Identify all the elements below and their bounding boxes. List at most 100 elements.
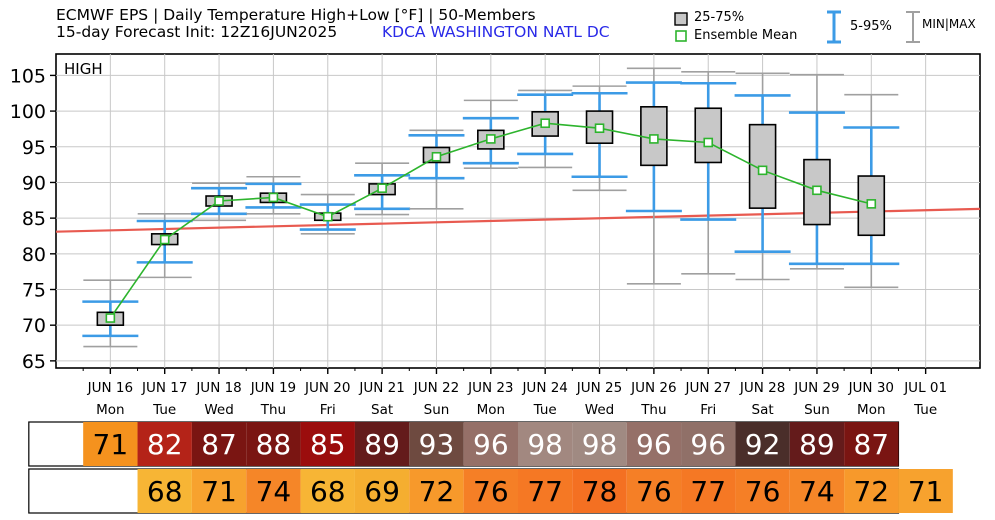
x-weekday-label: Sun <box>804 402 830 418</box>
legend-minmax-label: MIN|MAX <box>922 17 976 31</box>
legend-mean-label: Ensemble Mean <box>694 28 798 43</box>
y-tick-label: 90 <box>22 172 46 194</box>
x-weekday-label: Tue <box>913 402 937 418</box>
x-weekday-label: Fri <box>700 402 716 418</box>
high-temp-value: 82 <box>147 428 183 461</box>
mean-point <box>105 313 116 323</box>
panel-label: HIGH <box>64 60 103 78</box>
x-date-label: JUN 17 <box>141 380 187 396</box>
mean-point <box>159 234 170 245</box>
x-date-label: JUN 16 <box>87 380 133 396</box>
x-date-label: JUN 29 <box>793 380 839 396</box>
high-temp-value: 88 <box>256 428 292 461</box>
box-jun-26 <box>625 67 682 285</box>
mean-point <box>812 185 822 196</box>
y-axis: 65 70 75 80 85 90 95 100 105 <box>10 65 56 373</box>
high-temp-value: 98 <box>582 428 618 461</box>
high-temp-value: 89 <box>799 428 835 461</box>
x-date-label: JUN 18 <box>195 380 241 396</box>
low-temp-cell <box>572 469 627 513</box>
x-weekday-label: Sat <box>752 402 774 418</box>
mean-point <box>540 118 550 129</box>
high-temp-value: 87 <box>853 428 889 461</box>
low-temp-value: 74 <box>256 475 292 508</box>
y-tick-label: 65 <box>22 351 46 373</box>
y-tick-label: 105 <box>10 65 46 87</box>
forecast-init: 15-day Forecast Init: 12Z16JUN2025 <box>56 23 338 41</box>
high-temp-value: 96 <box>636 428 672 461</box>
x-date-label: JUN 27 <box>685 380 731 396</box>
x-weekday-label: Sat <box>371 402 393 418</box>
low-temp-value: 77 <box>527 475 563 508</box>
high-temperature-row: 71 82 87 88 85 89 93 96 98 98 96 96 92 89 87 <box>28 421 900 467</box>
mean-point <box>594 123 605 134</box>
low-temp-cell <box>137 469 192 513</box>
mean-point <box>322 211 333 222</box>
low-temp-cell <box>463 469 518 513</box>
low-temp-cell <box>409 469 464 513</box>
x-date-label: JUN 20 <box>304 380 350 396</box>
legend-whisker-swatch-icon <box>827 10 841 44</box>
legend-whisker-label: 5-95% <box>850 19 892 34</box>
mean-point <box>214 196 224 206</box>
iqr-box <box>694 107 723 164</box>
legend-mean-swatch-icon <box>675 30 687 42</box>
x-date-label: JUN 23 <box>467 380 513 396</box>
low-temp-cell <box>898 469 953 513</box>
high-temp-value: 96 <box>690 428 726 461</box>
x-date-label: JUL 01 <box>903 380 947 396</box>
x-date-label: JUN 24 <box>521 380 567 396</box>
low-temp-value: 76 <box>473 475 509 508</box>
high-temp-cell <box>681 422 736 466</box>
x-weekday-label: Sun <box>424 402 450 418</box>
high-temp-value: 93 <box>419 428 455 461</box>
low-temp-value: 78 <box>582 475 618 508</box>
high-temp-value: 87 <box>201 428 237 461</box>
y-tick-label: 70 <box>22 315 46 337</box>
low-temp-value: 71 <box>908 475 944 508</box>
mean-point <box>268 192 279 203</box>
low-temp-value: 71 <box>201 475 237 508</box>
x-weekday-label: Mon <box>96 402 124 418</box>
mean-point <box>431 151 442 162</box>
low-temp-cell <box>844 469 899 513</box>
high-temp-cell <box>735 422 790 466</box>
high-temp-value: 98 <box>527 428 563 461</box>
mean-point <box>757 165 768 176</box>
high-temp-cell <box>246 422 301 466</box>
legend-box-label: 25-75% <box>694 10 745 25</box>
x-weekday-label: Tue <box>152 402 176 418</box>
mean-point <box>866 199 877 209</box>
high-temp-cell <box>137 422 192 466</box>
y-tick-label: 85 <box>22 208 46 230</box>
low-temp-value: 76 <box>745 475 781 508</box>
low-temp-cell <box>681 469 736 513</box>
chart-title: ECMWF EPS | Daily Temperature High+Low [… <box>56 6 536 24</box>
high-temp-value: 85 <box>310 428 346 461</box>
mean-point <box>377 183 387 193</box>
box-jun-27 <box>680 71 737 275</box>
x-date-label: JUN 22 <box>413 380 459 396</box>
high-temp-value: 71 <box>93 428 129 461</box>
high-temp-cell <box>463 422 518 466</box>
low-temp-cell <box>354 469 410 513</box>
x-weekday-label: Wed <box>204 402 233 418</box>
low-temp-cell <box>300 469 355 513</box>
y-tick-label: 95 <box>22 137 46 159</box>
x-weekday-label: Fri <box>320 402 336 418</box>
x-date-label: JUN 30 <box>848 380 894 396</box>
high-temp-cell <box>789 422 845 466</box>
high-temp-cell <box>626 422 682 466</box>
high-temp-value: 92 <box>745 428 781 461</box>
low-temp-value: 72 <box>853 475 889 508</box>
high-temp-cell <box>83 422 138 466</box>
high-temp-cell <box>518 422 573 466</box>
mean-point <box>649 134 659 144</box>
y-tick-label: 100 <box>10 101 46 123</box>
low-temp-cell <box>518 469 573 513</box>
x-weekday-label: Mon <box>477 402 505 418</box>
low-temp-cell <box>735 469 790 513</box>
low-temp-value: 68 <box>310 475 346 508</box>
y-tick-label: 80 <box>22 244 46 266</box>
x-date-label: JUN 19 <box>250 380 296 396</box>
